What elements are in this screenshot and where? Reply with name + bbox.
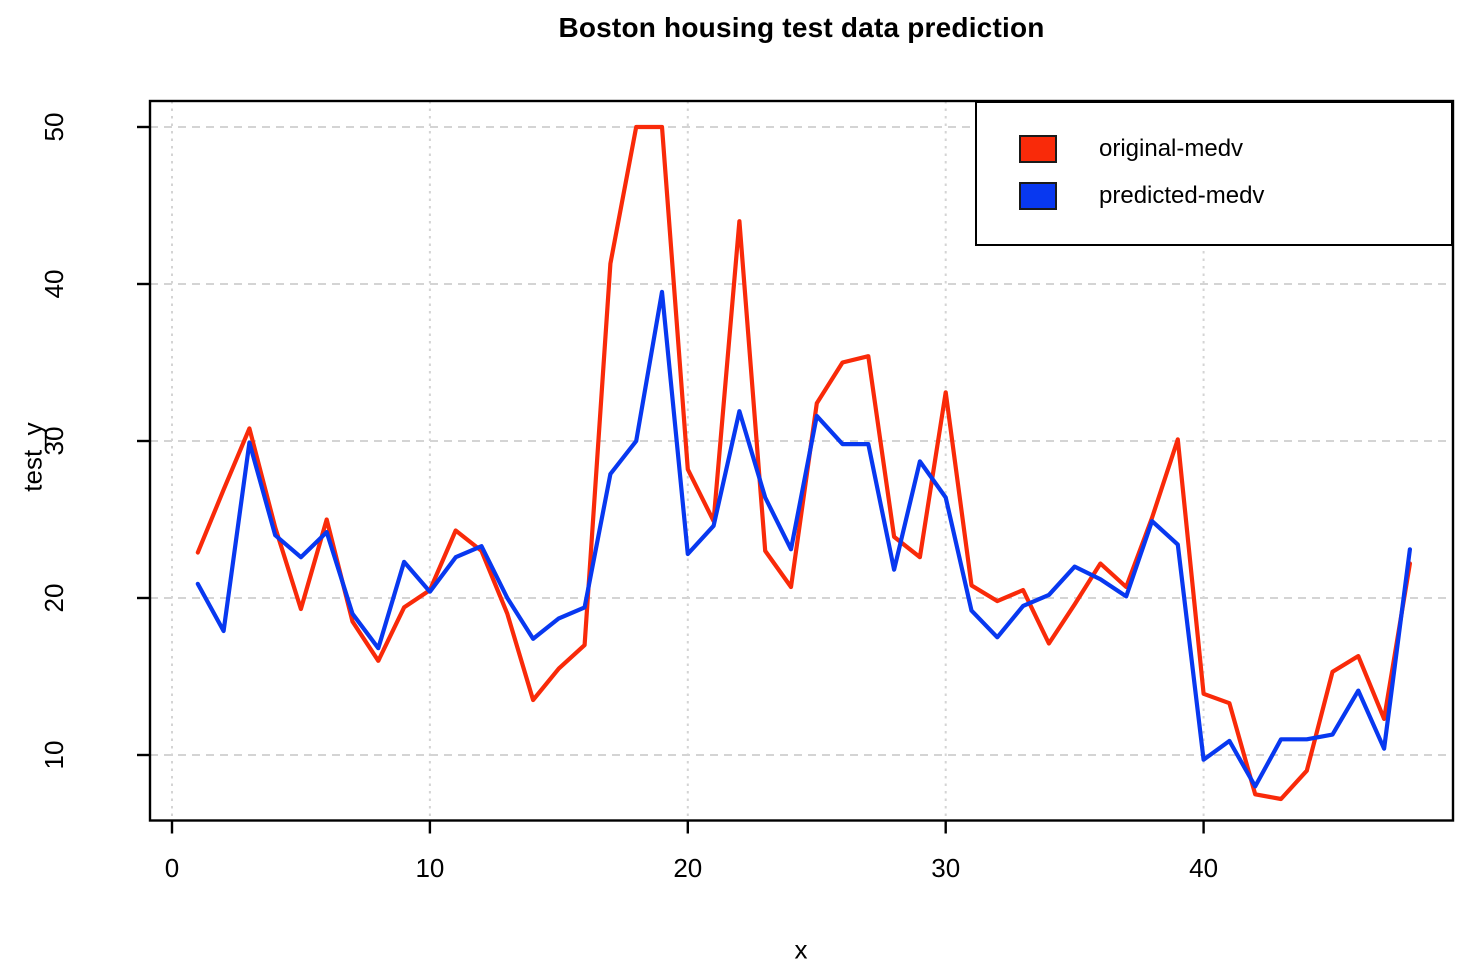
series-line-original-medv bbox=[195, 124, 1413, 802]
legend-item: original-medv bbox=[977, 125, 1451, 172]
legend-item: predicted-medv bbox=[977, 172, 1451, 219]
x-tick-label: 30 bbox=[931, 853, 960, 883]
legend-label: predicted-medv bbox=[1099, 181, 1265, 209]
plot-border bbox=[148, 99, 1455, 822]
legend: original-medv predicted-medv bbox=[975, 101, 1453, 246]
y-tick-label: 30 bbox=[39, 427, 69, 456]
x-tick-label: 20 bbox=[673, 853, 702, 883]
series-line-predicted-medv bbox=[195, 289, 1413, 789]
x-tick-label: 10 bbox=[415, 853, 444, 883]
legend-swatch-predicted-medv bbox=[1019, 181, 1057, 210]
y-tick-label: 10 bbox=[39, 741, 69, 770]
y-tick-label: 50 bbox=[39, 113, 69, 142]
legend-label: original-medv bbox=[1099, 134, 1244, 162]
y-axis-title: test_y bbox=[17, 422, 48, 492]
legend-swatch-original-medv bbox=[1019, 134, 1057, 163]
chart-title: Boston housing test data prediction bbox=[558, 12, 1045, 43]
y-tick-label: 20 bbox=[39, 584, 69, 613]
x-axis-title: x bbox=[794, 934, 808, 965]
x-tick-label: 0 bbox=[165, 853, 179, 883]
x-tick-label: 40 bbox=[1189, 853, 1218, 883]
y-tick-label: 40 bbox=[39, 270, 69, 299]
